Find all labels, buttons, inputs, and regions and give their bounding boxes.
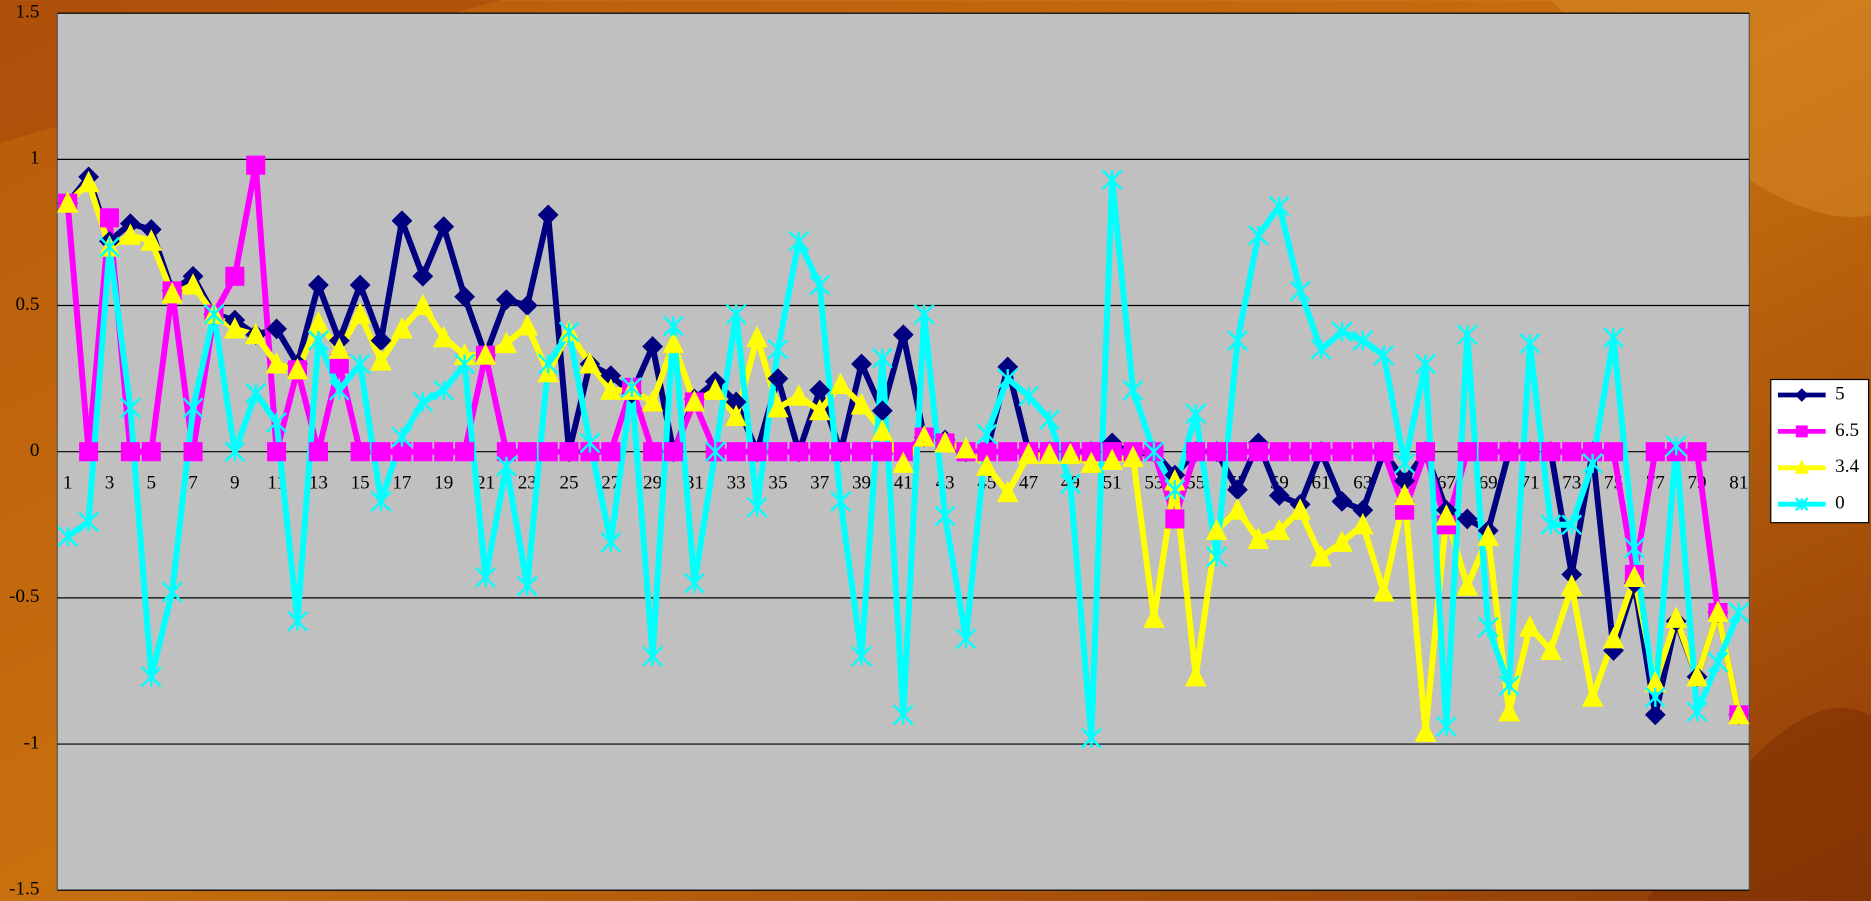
legend-box bbox=[1771, 380, 1869, 523]
data-point bbox=[1541, 442, 1560, 461]
legend-label: 6.5 bbox=[1835, 420, 1859, 441]
data-point bbox=[121, 442, 140, 461]
data-point bbox=[518, 442, 537, 461]
data-point bbox=[79, 442, 98, 461]
data-point bbox=[831, 442, 850, 461]
data-point bbox=[267, 442, 286, 461]
x-tick-label: 69 bbox=[1479, 472, 1498, 493]
page: {"chart_data": {"type": "line", "categor… bbox=[0, 0, 1871, 901]
data-point bbox=[1500, 442, 1519, 461]
data-point bbox=[1207, 442, 1226, 461]
x-tick-label: 29 bbox=[643, 472, 662, 493]
data-point bbox=[810, 442, 829, 461]
x-tick-label: 73 bbox=[1562, 472, 1581, 493]
y-tick-label: 0.5 bbox=[16, 294, 40, 315]
x-tick-label: 9 bbox=[230, 472, 240, 493]
data-point bbox=[1186, 442, 1205, 461]
x-tick-label: 15 bbox=[351, 472, 370, 493]
y-tick-label: -1 bbox=[23, 732, 39, 753]
legend-label: 3.4 bbox=[1835, 456, 1859, 477]
data-point bbox=[1312, 442, 1331, 461]
data-point bbox=[768, 442, 787, 461]
y-tick-label: 1.5 bbox=[16, 2, 40, 23]
data-point bbox=[1688, 442, 1707, 461]
data-point bbox=[1353, 442, 1372, 461]
data-point bbox=[601, 442, 620, 461]
data-point bbox=[560, 442, 579, 461]
legend-marker bbox=[1796, 425, 1808, 437]
data-point bbox=[1646, 442, 1665, 461]
data-point bbox=[1270, 442, 1289, 461]
data-point bbox=[1520, 442, 1539, 461]
x-tick-label: 39 bbox=[852, 472, 871, 493]
data-point bbox=[1562, 442, 1581, 461]
legend-label: 0 bbox=[1835, 493, 1845, 514]
data-point bbox=[873, 442, 892, 461]
data-point bbox=[246, 156, 265, 175]
data-point bbox=[225, 267, 244, 286]
y-tick-label: -0.5 bbox=[9, 586, 39, 607]
data-point bbox=[100, 208, 119, 227]
x-tick-label: 41 bbox=[894, 472, 913, 493]
x-tick-label: 13 bbox=[309, 472, 328, 493]
data-point bbox=[748, 442, 767, 461]
data-point bbox=[1416, 442, 1435, 461]
data-point bbox=[455, 442, 474, 461]
data-point bbox=[789, 442, 808, 461]
x-tick-label: 7 bbox=[188, 472, 198, 493]
data-point bbox=[852, 442, 871, 461]
data-point bbox=[184, 442, 203, 461]
x-tick-label: 5 bbox=[147, 472, 157, 493]
x-tick-label: 3 bbox=[105, 472, 115, 493]
y-tick-label: 1 bbox=[30, 148, 40, 169]
x-tick-label: 35 bbox=[768, 472, 787, 493]
x-tick-label: 81 bbox=[1729, 472, 1748, 493]
data-point bbox=[1228, 442, 1247, 461]
data-point bbox=[1291, 442, 1310, 461]
data-point bbox=[664, 442, 683, 461]
x-tick-label: 19 bbox=[434, 472, 453, 493]
data-point bbox=[1458, 442, 1477, 461]
x-tick-label: 47 bbox=[1019, 472, 1038, 493]
data-point bbox=[372, 442, 391, 461]
x-tick-label: 25 bbox=[560, 472, 579, 493]
data-point bbox=[1249, 442, 1268, 461]
x-tick-label: 33 bbox=[727, 472, 746, 493]
data-point bbox=[309, 442, 328, 461]
data-point bbox=[413, 442, 432, 461]
x-tick-label: 1 bbox=[63, 472, 73, 493]
data-point bbox=[1165, 509, 1184, 528]
data-point bbox=[351, 442, 370, 461]
data-point bbox=[727, 442, 746, 461]
legend-label: 5 bbox=[1835, 383, 1845, 404]
data-point bbox=[998, 442, 1017, 461]
data-point bbox=[1332, 442, 1351, 461]
data-point bbox=[434, 442, 453, 461]
x-tick-label: 51 bbox=[1103, 472, 1122, 493]
data-point bbox=[539, 442, 558, 461]
data-point bbox=[1374, 442, 1393, 461]
y-tick-label: 0 bbox=[30, 440, 40, 461]
chart: -1.5-1-0.500.511.51357911131517192123252… bbox=[0, 0, 1871, 901]
data-point bbox=[1604, 442, 1623, 461]
data-point bbox=[1479, 442, 1498, 461]
data-point bbox=[643, 442, 662, 461]
y-tick-label: -1.5 bbox=[9, 879, 39, 900]
x-tick-label: 37 bbox=[810, 472, 829, 493]
x-tick-label: 17 bbox=[392, 472, 411, 493]
legend: 5 6.5 3.4 0 bbox=[1771, 380, 1869, 523]
data-point bbox=[142, 442, 161, 461]
